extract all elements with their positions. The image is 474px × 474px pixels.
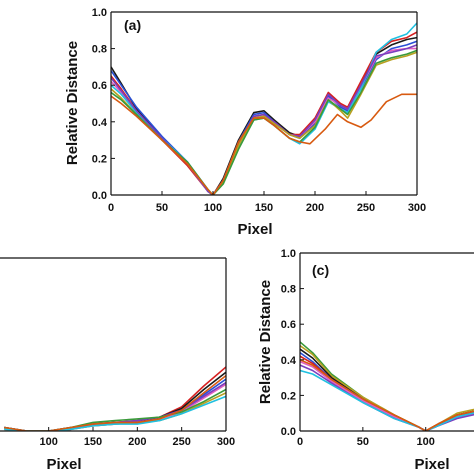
- y-tick-label: 0.4: [92, 117, 108, 129]
- y-tick-label: 0.6: [281, 319, 296, 331]
- x-axis-label: Pixel: [46, 456, 81, 473]
- series-line-4: [111, 22, 417, 195]
- series-line-1: [300, 344, 474, 431]
- x-tick-label: 50: [156, 202, 168, 214]
- x-tick-label: 250: [172, 436, 190, 448]
- x-tick-label: 100: [204, 202, 222, 214]
- x-axis-label: Pixel: [414, 456, 449, 473]
- axes: 0 50 100 150 200 250 300 0.0 0.2 0.4 0.6 0.8 1.0: [92, 7, 426, 214]
- x-tick-label: 300: [217, 436, 235, 448]
- axes: 0 50 100 0.0 0.2 0.4 0.6 0.8 1.0: [281, 248, 474, 448]
- series-line-5: [4, 388, 226, 431]
- x-tick-label: 250: [357, 202, 375, 214]
- panel-label: (c): [312, 262, 329, 278]
- y-axis-label: Relative Distance: [257, 280, 274, 404]
- y-tick-label: 0.0: [281, 426, 296, 438]
- x-tick-label: 100: [39, 436, 57, 448]
- panel-c: 0 50 100 0.0 0.2 0.4 0.6 0.8 1.0 Pixel Relative Di…: [257, 248, 474, 473]
- y-tick-label: 0.8: [281, 284, 296, 296]
- y-tick-label: 0.2: [281, 390, 296, 402]
- y-tick-label: 0.0: [92, 190, 107, 202]
- x-tick-label: 0: [297, 436, 303, 448]
- series-line-7: [111, 49, 417, 195]
- y-tick-label: 0.2: [92, 153, 107, 165]
- series-group: [111, 22, 417, 195]
- x-tick-label: 100: [417, 436, 435, 448]
- x-tick-label: 300: [408, 202, 426, 214]
- x-tick-label: 150: [255, 202, 273, 214]
- series-line-7: [4, 395, 226, 431]
- x-axis-label: Pixel: [237, 221, 272, 238]
- y-tick-label: 0.6: [92, 80, 107, 92]
- series-line-8: [111, 93, 417, 195]
- series-group: [300, 341, 474, 431]
- panel-b: 100 150 200 250 300 Pixel: [0, 257, 235, 473]
- x-tick-label: 0: [108, 202, 114, 214]
- panel-label: (a): [124, 17, 141, 33]
- y-tick-label: 0.8: [92, 44, 107, 56]
- series-line-8: [300, 359, 474, 431]
- x-tick-label: 150: [84, 436, 102, 448]
- y-tick-label: 0.4: [281, 355, 297, 367]
- panel-a: 0 50 100 150 200 250 300 0.0 0.2 0.4 0.6 0.8 1.0 Pixe…: [64, 7, 426, 238]
- y-axis-label: Relative Distance: [64, 41, 81, 165]
- y-tick-label: 1.0: [92, 7, 107, 19]
- x-tick-label: 50: [357, 436, 369, 448]
- y-tick-label: 1.0: [281, 248, 296, 260]
- x-tick-label: 200: [306, 202, 324, 214]
- series-line-8: [4, 374, 226, 431]
- x-tick-label: 200: [128, 436, 146, 448]
- axes: 100 150 200 250 300: [0, 257, 235, 448]
- series-group: [4, 366, 226, 431]
